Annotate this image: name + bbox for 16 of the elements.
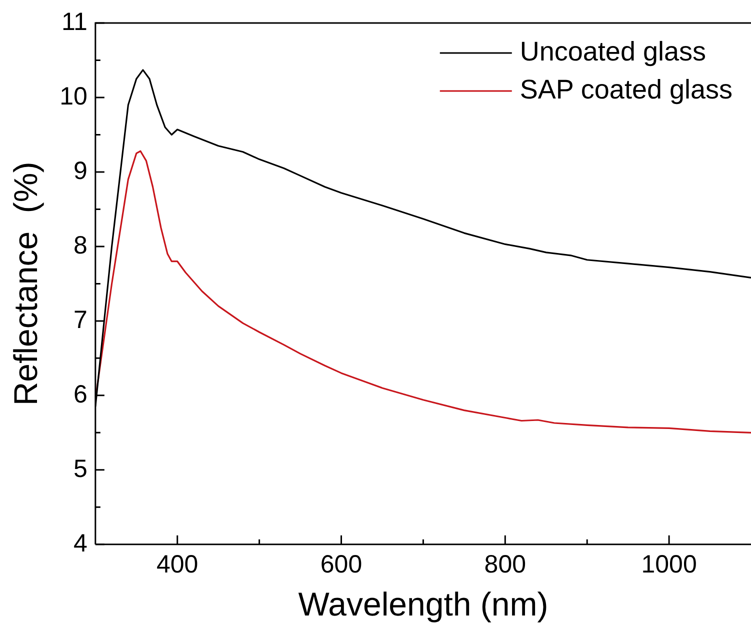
x-tick-label: 1000 bbox=[641, 550, 697, 578]
y-tick-label: 11 bbox=[61, 8, 88, 36]
y-axis-title: Reflectance (%) bbox=[6, 162, 44, 406]
legend-label: Uncoated glass bbox=[520, 36, 706, 66]
y-tick-label: 6 bbox=[74, 380, 88, 408]
x-tick-label: 400 bbox=[156, 550, 198, 578]
y-tick-label: 7 bbox=[74, 306, 88, 334]
x-axis-title: Wavelength (nm) bbox=[298, 585, 548, 622]
y-tick-label: 5 bbox=[74, 454, 88, 483]
y-tick-label: 9 bbox=[74, 156, 88, 185]
y-tick-label: 10 bbox=[60, 82, 88, 110]
x-tick-label: 800 bbox=[484, 550, 526, 578]
y-tick-label: 4 bbox=[74, 529, 88, 558]
legend-label: SAP coated glass bbox=[520, 74, 733, 104]
y-tick-label: 8 bbox=[74, 231, 88, 260]
x-tick-label: 600 bbox=[320, 550, 362, 578]
